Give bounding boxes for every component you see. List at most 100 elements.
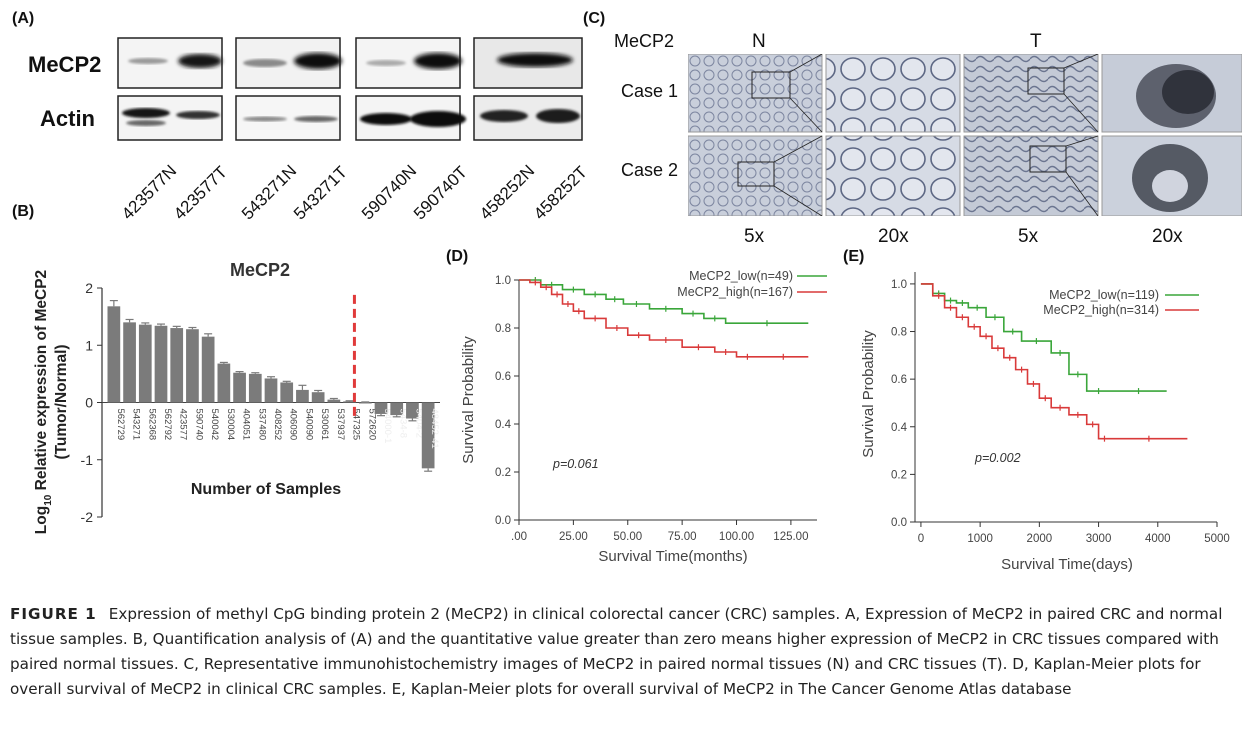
y-tick-label: 0.6 — [495, 371, 511, 383]
x-tick-label: 404051 — [241, 409, 252, 441]
ihc-row-case1: Case 1 — [621, 81, 679, 101]
x-tick-label: 50.00 — [613, 531, 642, 543]
bar — [107, 306, 121, 403]
ihc-mag-2: 20x — [878, 226, 909, 247]
y-tick-label: 0.2 — [891, 469, 907, 481]
ihc-marker-label: MeCP2 — [614, 31, 675, 51]
x-tick-label: 125.00 — [773, 531, 808, 543]
p-value: p=0.002 — [974, 451, 1021, 465]
x-tick-label: 590740 — [193, 409, 204, 441]
x-tick-label: 540090 — [303, 409, 314, 441]
ihc-group-normal: N — [752, 31, 766, 52]
x-tick-label: 540042 — [209, 409, 220, 441]
bar — [343, 401, 356, 403]
x-tick-label: 5000 — [1204, 533, 1230, 545]
ihc-mag-4: 20x — [1152, 226, 1183, 247]
y-tick-label: 0.0 — [891, 517, 907, 529]
y-tick-label: 0.6 — [891, 374, 907, 386]
legend-label: MeCP2_low(n=49) — [689, 269, 793, 283]
legend-label: MeCP2_high(n=314) — [1043, 303, 1159, 317]
y-tick-label: 0.2 — [495, 467, 511, 479]
panel-b-label: (B) — [12, 203, 35, 220]
bar — [327, 399, 341, 403]
x-tick-label: 406090 — [288, 409, 299, 441]
x-tick-label: 537480 — [256, 409, 267, 441]
y-axis-label: Survival Probability — [460, 336, 477, 464]
ihc-group-tumor: T — [1030, 31, 1042, 52]
western-blot-image — [117, 37, 583, 141]
y-tick-label: -2 — [81, 509, 94, 525]
bar — [280, 382, 294, 403]
bar — [311, 392, 325, 403]
x-tick-label: 572620 — [366, 409, 377, 441]
panel-e-label: (E) — [843, 248, 865, 265]
panel-c-label: (C) — [583, 10, 606, 27]
x-tick-label: 4000 — [1145, 533, 1171, 545]
p-value: p=0.061 — [552, 457, 599, 471]
x-tick-label: 1000 — [967, 533, 993, 545]
y-tick-label: -1 — [81, 452, 94, 468]
bar — [123, 322, 136, 403]
km-curve — [519, 279, 809, 324]
km-curve — [920, 283, 1188, 440]
km-plot-clinical: 0.0 0.2 0.4 0.6 0.8 1.0 .00 25.00 50.00 75.00 100.… — [460, 269, 827, 565]
ihc-row-case2: Case 2 — [621, 160, 679, 180]
y-tick-label: 0.8 — [891, 327, 907, 339]
y-axis-label-2: (Tumor/Normal) — [53, 344, 70, 459]
x-tick-label: 537937 — [335, 409, 346, 441]
x-tick-label: 75.00 — [668, 531, 697, 543]
y-tick-label: 0.4 — [495, 419, 512, 431]
y-tick-label: 1 — [85, 337, 93, 353]
ihc-mag-3: 5x — [1018, 226, 1039, 247]
bar — [201, 336, 215, 403]
bar — [248, 373, 262, 403]
x-axis-label: Number of Samples — [191, 481, 341, 498]
blot-row-label-actin: Actin — [40, 106, 95, 131]
x-tick-label: 543271 — [131, 409, 142, 441]
panel-d-label: (D) — [446, 248, 469, 265]
x-tick-label: 408252 — [272, 409, 283, 441]
bar — [154, 325, 168, 403]
caption-text: Expression of methyl CpG binding protein… — [10, 605, 1223, 698]
y-tick-label: 0.4 — [891, 422, 908, 434]
ihc-mag-1: 5x — [744, 226, 765, 247]
x-tick-label: 48452-41 — [429, 409, 440, 449]
bar — [170, 328, 184, 403]
legend-label: MeCP2_low(n=119) — [1049, 288, 1159, 302]
y-axis-label: Survival Probability — [860, 330, 877, 458]
figure-caption: FIGURE 1 Expression of methyl CpG binding… — [10, 602, 1246, 702]
blot-mecp2-row — [117, 37, 583, 89]
bar — [406, 402, 419, 419]
bar — [233, 372, 246, 403]
bar-chart-mecp2: MeCP2 2 1 0 -1 -2 562729 543271 562368 562792 4235… — [33, 260, 440, 534]
x-tick-label: 54000-1 — [382, 409, 393, 444]
x-tick-label: 3000 — [1086, 533, 1112, 545]
x-tick-label: 530061 — [319, 409, 330, 441]
bar — [138, 324, 152, 403]
bar — [390, 402, 404, 416]
bar — [296, 389, 309, 403]
bar — [217, 363, 231, 403]
x-tick-label: 0 — [918, 533, 924, 545]
x-tick-label: 423577 — [178, 409, 189, 441]
bar — [186, 329, 199, 403]
x-tick-label: .00 — [511, 531, 527, 543]
x-axis-label: Survival Time(days) — [1001, 556, 1133, 573]
y-tick-label: 0.8 — [495, 323, 511, 335]
y-tick-label: 1.0 — [891, 279, 907, 291]
x-tick-label: 562368 — [146, 409, 157, 441]
y-tick-label: 1.0 — [495, 275, 511, 287]
y-axis-label: Log10 Relative expression of MeCP2 — [33, 270, 54, 534]
blot-row-label-mecp2: MeCP2 — [28, 52, 102, 77]
x-tick-label: 530004 — [225, 409, 236, 441]
y-tick-label: 0.0 — [495, 515, 511, 527]
bar — [358, 402, 372, 404]
x-tick-label: 5434-8 — [398, 409, 409, 439]
km-curve — [519, 279, 809, 358]
x-tick-label: 5404-2 — [413, 409, 424, 439]
x-tick-label: 547325 — [351, 409, 362, 441]
ihc-image-grid — [688, 54, 1242, 216]
legend-label: MeCP2_high(n=167) — [677, 285, 793, 299]
bar — [374, 402, 388, 414]
x-axis-label: Survival Time(months) — [598, 548, 747, 565]
